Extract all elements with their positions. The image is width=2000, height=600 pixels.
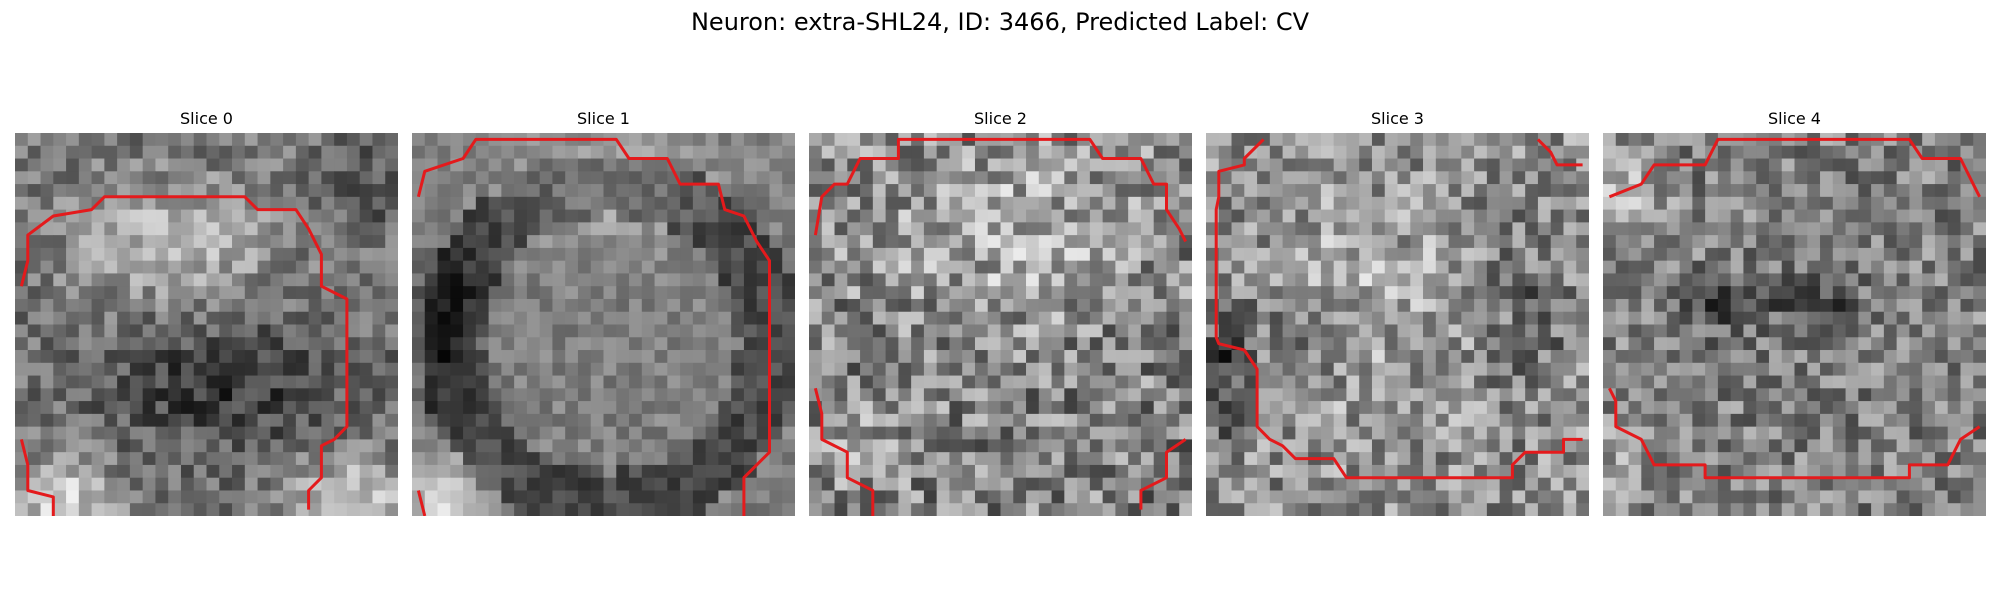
slice-panel-2: Slice 2 (809, 108, 1192, 516)
slice-title: Slice 0 (180, 109, 233, 128)
slice-panel-3: Slice 3 (1206, 108, 1589, 516)
slice-panel-0: Slice 0 (15, 108, 398, 516)
contour-line (19, 439, 55, 516)
slice-image (1603, 133, 1986, 516)
contour-line (19, 195, 349, 510)
contour-line (1608, 137, 1981, 199)
figure-title: Neuron: extra-SHL24, ID: 3466, Predicted… (690, 8, 1310, 36)
contour-line (813, 387, 875, 516)
slice-image (1206, 133, 1589, 516)
slice-image (809, 133, 1192, 516)
contour-line (1214, 138, 1583, 480)
contour-line (1536, 138, 1583, 167)
slice-title: Slice 3 (1371, 109, 1424, 128)
contour-line (1139, 438, 1187, 510)
slice-title: Slice 1 (577, 109, 630, 128)
slice-title: Slice 4 (1768, 109, 1821, 128)
contour-line (416, 137, 771, 516)
slice-panel-1: Slice 1 (412, 108, 795, 516)
contour-line (813, 137, 1187, 243)
slice-panel-4: Slice 4 (1603, 108, 1986, 516)
slice-title: Slice 2 (974, 109, 1027, 128)
slice-image (15, 133, 398, 516)
contour-line (416, 490, 427, 516)
slice-image (412, 133, 795, 516)
contour-line (1608, 387, 1981, 480)
